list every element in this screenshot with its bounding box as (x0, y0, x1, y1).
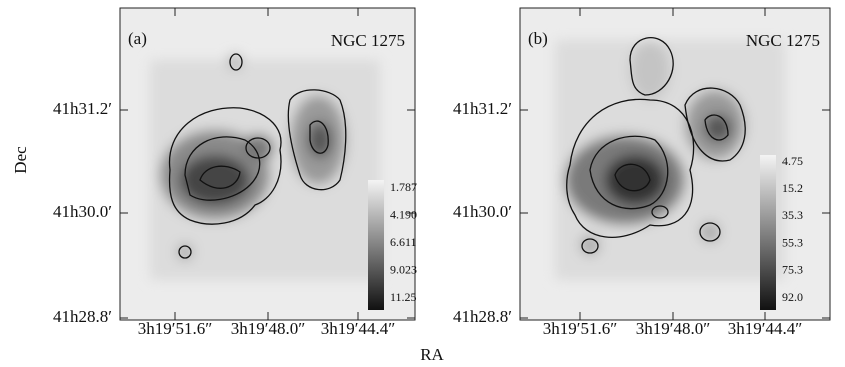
panel-label: (a) (128, 29, 147, 48)
x-tick-label: 3h19′51.6″ (543, 319, 618, 338)
colorbar-label: 15.2 (782, 181, 803, 195)
panel-label: (b) (528, 29, 548, 48)
map-image (520, 8, 830, 320)
colorbar-label: 35.3 (782, 208, 803, 222)
colorbar-label: 11.25 (390, 290, 417, 304)
y-tick-label: 41h28.8′ (453, 307, 512, 326)
panel-frame (519, 7, 831, 321)
y-tick-label: 41h31.2′ (53, 99, 112, 118)
colorbar-label: 4.190 (390, 207, 417, 221)
x-tick-label: 3h19′44.4″ (321, 319, 396, 338)
colorbar-label: 55.3 (782, 235, 803, 249)
y-tick-label: 41h30.0′ (453, 202, 512, 221)
colorbar-label: 92.0 (782, 290, 803, 304)
colorbar (368, 180, 384, 310)
x-tick-label: 3h19′48.0″ (636, 319, 711, 338)
colorbar (760, 155, 776, 310)
colorbar-label: 9.023 (390, 262, 417, 276)
colorbar-label: 4.75 (782, 154, 803, 168)
x-tick-label: 3h19′44.4″ (728, 319, 803, 338)
colorbar-label: 1.787 (390, 180, 417, 194)
map-image (120, 8, 415, 320)
x-tick-label: 3h19′48.0″ (231, 319, 306, 338)
colorbar-label: 6.611 (390, 235, 417, 249)
panel-title: NGC 1275 (746, 31, 820, 50)
y-tick-label: 41h28.8′ (53, 307, 112, 326)
colorbar-label: 75.3 (782, 263, 803, 277)
y-tick-label: 41h30.0′ (53, 202, 112, 221)
y-axis-label: Dec (11, 146, 30, 174)
y-tick-label: 41h31.2′ (453, 99, 512, 118)
x-axis-label: RA (420, 345, 444, 364)
x-tick-label: 3h19′51.6″ (138, 319, 213, 338)
panel-title: NGC 1275 (331, 31, 405, 50)
